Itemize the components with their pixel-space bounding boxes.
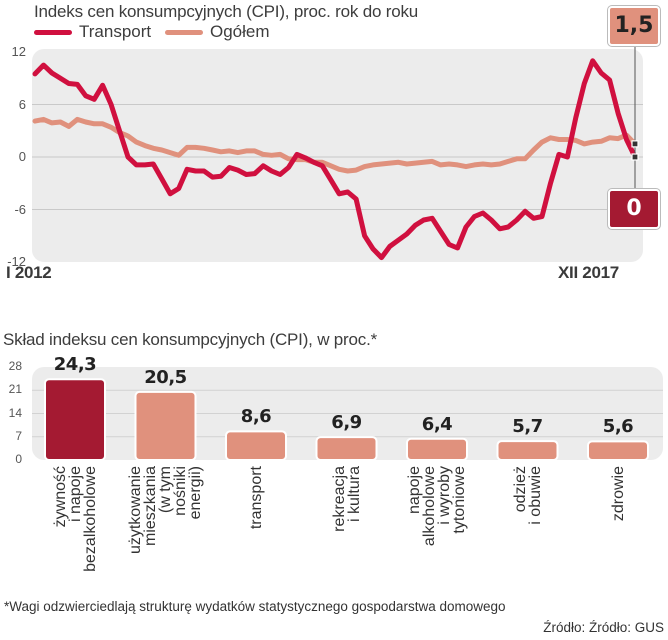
bar-category-label: użytkowanie mieszkania (w tym nośniki en… — [127, 466, 204, 555]
bar — [496, 440, 559, 461]
line-chart-title: Indeks cen konsumpcyjnych (CPI), proc. r… — [34, 2, 418, 21]
legend-swatch-ogolem — [165, 29, 203, 35]
bar — [134, 390, 197, 461]
bar-y-tick-label: 28 — [8, 359, 22, 373]
bar-y-tick-label: 7 — [15, 428, 22, 443]
line-chart — [32, 40, 643, 262]
x-end-label: XII 2017 — [558, 263, 619, 282]
line-y-tick-label: -12 — [7, 254, 26, 269]
ogolem-end-value-box: 1,5 — [608, 6, 660, 46]
end-marker-ogolem — [631, 140, 639, 148]
source: Źródło: Źródło: GUS — [543, 620, 664, 635]
bar-y-tick-label: 14 — [8, 405, 22, 420]
legend-swatch-transport — [34, 29, 72, 35]
bar-y-tick-label: 21 — [8, 382, 22, 397]
bar-category-label: odzież i obuwie — [511, 466, 544, 525]
legend-label-transport: Transport — [79, 22, 152, 41]
line-series-transport — [32, 58, 638, 261]
line-plot-background — [32, 49, 643, 262]
bar-category-label: rekreacja i kultura — [330, 466, 363, 532]
footnote: *Wagi odzwierciedlają strukturę wydatków… — [4, 599, 506, 614]
line-y-tick-label: 6 — [18, 96, 26, 112]
bar-category-label: żywność i napoje bezalkoholowe — [51, 466, 99, 572]
bar-value-label: 6,9 — [331, 412, 362, 434]
transport-end-value-box: 0 — [608, 189, 660, 229]
bar-chart — [32, 367, 663, 462]
legend-label-ogolem: Ogółem — [210, 22, 270, 41]
line-y-tick-label: 12 — [11, 44, 26, 59]
legend-item-transport: Transport — [34, 22, 151, 42]
bar-value-label: 5,6 — [602, 416, 634, 438]
bar-value-label: 24,3 — [53, 354, 97, 376]
bar-value-label: 6,4 — [421, 413, 453, 435]
bar — [406, 437, 468, 462]
bar — [315, 436, 378, 462]
bar-category-label: zdrowie — [609, 466, 627, 522]
bar — [587, 440, 649, 462]
x-start-label: I 2012 — [6, 263, 52, 282]
bar-y-tick-label: 0 — [15, 452, 22, 466]
bar-value-label: 20,5 — [144, 366, 187, 388]
bar — [225, 430, 287, 461]
bar-chart-title: Skład indeksu cen konsumpcyjnych (CPI), … — [3, 330, 378, 349]
line-y-tick-label: 0 — [18, 149, 26, 164]
bar-value-label: 5,7 — [512, 416, 543, 438]
line-y-tick-label: -6 — [14, 201, 26, 217]
end-marker-transport — [631, 153, 639, 161]
bar-value-label: 8,6 — [240, 406, 272, 428]
line-series-ogolem — [32, 116, 638, 174]
bar — [44, 378, 106, 462]
legend-item-ogolem: Ogółem — [165, 22, 270, 42]
bar-category-label: transport — [247, 466, 265, 530]
bar-category-label: napoje alkoholowe i wyroby tytoniowe — [406, 466, 468, 547]
